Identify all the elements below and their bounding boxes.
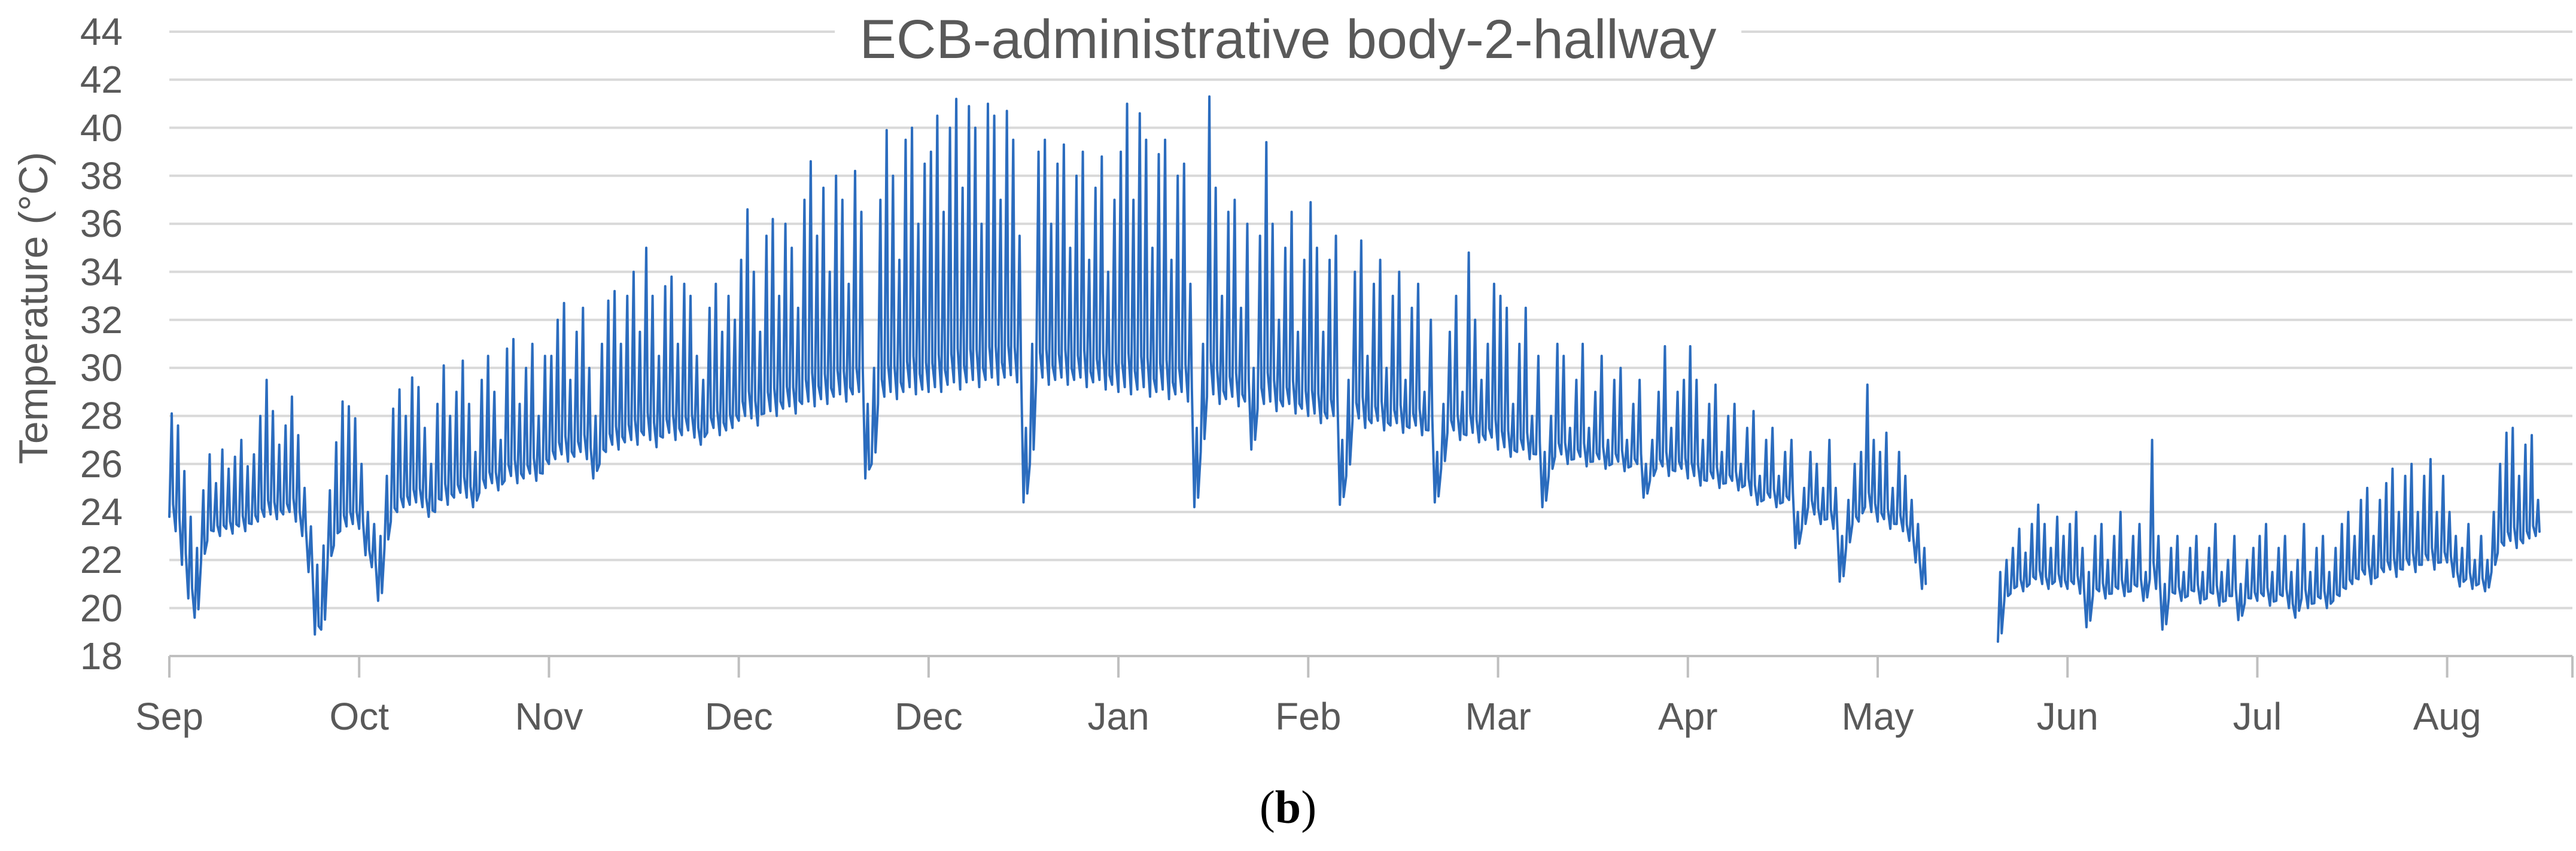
x-month-label-10-jun: Jun (2036, 695, 2098, 738)
x-month-label-9-may: May (1841, 695, 1914, 738)
y-tick-label-22: 22 (80, 538, 123, 582)
y-tick-label-20: 20 (80, 586, 123, 630)
caption-open-paren: ( (1259, 781, 1275, 833)
y-tick-label-44: 44 (80, 10, 123, 53)
x-month-label-6-feb: Feb (1275, 695, 1342, 738)
x-month-label-0-sep: Sep (135, 695, 203, 738)
y-tick-label-28: 28 (80, 394, 123, 438)
y-tick-label-36: 36 (80, 202, 123, 246)
chart-title: ECB-administrative body-2-hallway (834, 8, 1742, 72)
y-tick-label-32: 32 (80, 298, 123, 341)
y-tick-label-30: 30 (80, 346, 123, 390)
y-tick-label-42: 42 (80, 58, 123, 102)
x-month-label-7-mar: Mar (1465, 695, 1531, 738)
y-tick-label-24: 24 (80, 490, 123, 534)
y-axis-title: Temperature (°C) (11, 151, 56, 465)
temperature-series-segment (168, 95, 1927, 636)
y-tick-label-26: 26 (80, 442, 123, 486)
x-month-label-11-jul: Jul (2233, 695, 2282, 738)
y-tick-label-38: 38 (80, 154, 123, 197)
figure-caption: (b) (0, 780, 2576, 834)
temperature-series-segment (1996, 426, 2541, 643)
x-month-label-1-oct: Oct (329, 695, 389, 738)
x-month-label-5-jan: Jan (1087, 695, 1149, 738)
caption-letter: b (1275, 781, 1301, 833)
x-month-label-4-dec: Dec (894, 695, 963, 738)
x-month-label-12-aug: Aug (2413, 695, 2481, 738)
y-tick-label-34: 34 (80, 250, 123, 294)
x-month-label-8-apr: Apr (1657, 695, 1718, 738)
x-month-label-2-nov: Nov (515, 695, 583, 738)
y-tick-label-40: 40 (80, 106, 123, 150)
x-month-label-3-dec: Dec (704, 695, 773, 738)
caption-close-paren: ) (1301, 781, 1317, 833)
y-tick-label-18: 18 (80, 635, 123, 678)
